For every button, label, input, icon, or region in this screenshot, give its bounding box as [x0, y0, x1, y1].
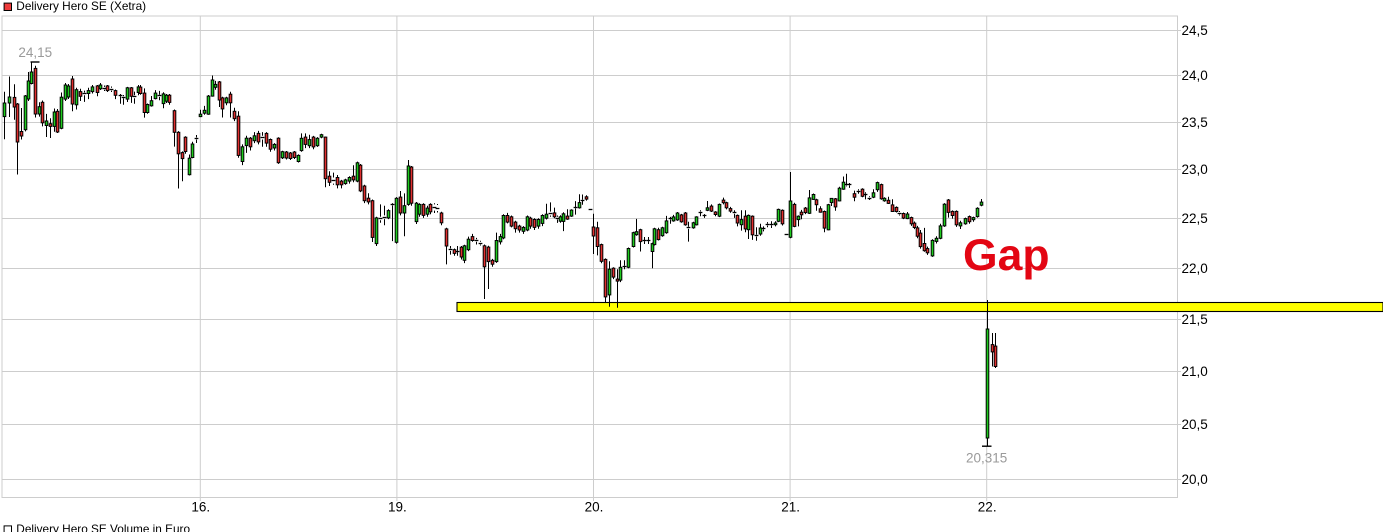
svg-text:20,5: 20,5	[1182, 417, 1208, 432]
svg-text:23,0: 23,0	[1182, 162, 1208, 177]
svg-text:16.: 16.	[191, 499, 210, 514]
svg-text:Delivery Hero SE Volume in Eur: Delivery Hero SE Volume in Euro	[16, 522, 190, 532]
svg-text:22,0: 22,0	[1182, 261, 1208, 276]
svg-text:20,315: 20,315	[966, 451, 1007, 466]
svg-text:24,15: 24,15	[18, 45, 52, 60]
svg-text:21,5: 21,5	[1182, 312, 1208, 327]
svg-text:22,5: 22,5	[1182, 211, 1208, 226]
svg-text:24,0: 24,0	[1182, 68, 1208, 83]
svg-text:Gap: Gap	[963, 231, 1050, 280]
svg-text:20,0: 20,0	[1182, 472, 1208, 487]
svg-text:20.: 20.	[585, 499, 604, 514]
svg-text:22.: 22.	[978, 499, 997, 514]
svg-text:Delivery Hero SE (Xetra): Delivery Hero SE (Xetra)	[16, 0, 146, 13]
svg-text:19.: 19.	[388, 499, 407, 514]
svg-text:24,5: 24,5	[1182, 23, 1208, 38]
svg-text:21.: 21.	[781, 499, 800, 514]
svg-text:21,0: 21,0	[1182, 364, 1208, 379]
svg-text:23,5: 23,5	[1182, 115, 1208, 130]
